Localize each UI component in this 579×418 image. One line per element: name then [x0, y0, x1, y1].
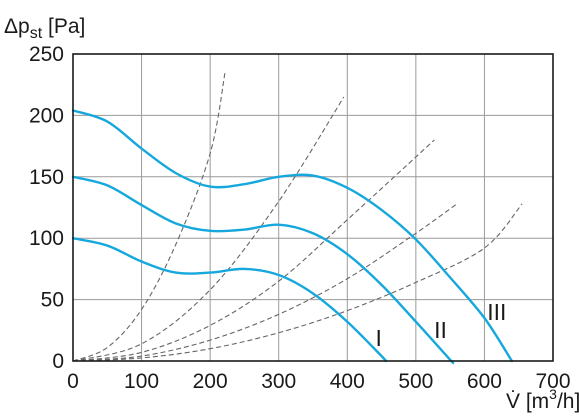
x-tick-label: 300	[261, 370, 296, 393]
system-curve-2	[72, 96, 345, 362]
y-tick-label: 0	[52, 350, 64, 373]
x-tick-label: 700	[535, 370, 570, 393]
curve-label-ii: II	[434, 317, 447, 343]
system-curve-4	[72, 203, 458, 362]
y-tick-label: 200	[29, 104, 64, 127]
system-curve-5	[72, 203, 523, 362]
system-curve-1	[72, 71, 226, 362]
x-tick-label: 500	[398, 370, 433, 393]
y-tick-label: 50	[41, 289, 64, 312]
grid	[73, 54, 553, 361]
y-tick-label: 250	[29, 43, 64, 66]
fan-curve-iii	[71, 109, 514, 363]
fan-curve-ii	[71, 175, 455, 365]
curve-label-i: I	[375, 325, 381, 351]
x-tick-label: 200	[193, 370, 228, 393]
y-tick-label: 100	[29, 227, 64, 250]
fan-curve-i	[71, 237, 387, 363]
y-tick-label: 150	[29, 166, 64, 189]
system-curve-3	[72, 139, 435, 362]
y-axis-label: Δpst [Pa]	[4, 15, 85, 42]
x-tick-label: 100	[124, 370, 159, 393]
axes	[72, 53, 554, 362]
plot-frame	[72, 53, 554, 362]
x-axis-label: V̇ [m3/h]	[506, 386, 579, 413]
curve-label-iii: III	[487, 299, 506, 325]
x-tick-label: 400	[330, 370, 365, 393]
system-curves	[72, 71, 523, 362]
x-tick-label: 0	[67, 370, 79, 393]
x-tick-label: 600	[467, 370, 502, 393]
fan-curves	[71, 109, 514, 365]
